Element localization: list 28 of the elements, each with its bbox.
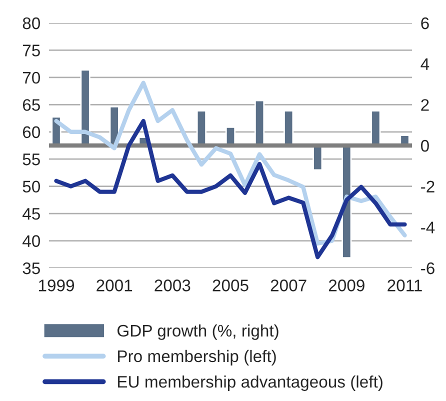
line-series [54, 118, 407, 260]
legend-label: EU membership advantageous (left) [118, 375, 382, 391]
y2-tick-label: 2 [421, 99, 429, 111]
y-tick-label: 40 [22, 235, 40, 247]
y-tick-label: 35 [22, 262, 40, 274]
x-tick-label: 2005 [212, 280, 248, 292]
x-tick-label: 1999 [38, 280, 74, 292]
legend-label: GDP growth (%, right) [118, 324, 278, 340]
y-tick-label: 55 [22, 154, 40, 166]
x-tick-label: 2001 [96, 280, 132, 292]
y-tick-label: 50 [22, 180, 40, 193]
y-tick-label: 60 [22, 126, 40, 138]
y-tick-label: 70 [22, 72, 40, 84]
y2-tick-label: -6 [421, 262, 434, 274]
y-tick-label: 75 [22, 44, 40, 56]
y2-tick-label: -2 [421, 180, 434, 192]
y2-tick-label: -4 [421, 222, 435, 234]
x-tick-label: 2007 [270, 280, 306, 292]
y-tick-label: 65 [22, 99, 40, 111]
x-tick-label: 2003 [154, 280, 190, 292]
y2-tick-label: 6 [421, 17, 429, 30]
y-tick-label: 80 [22, 17, 40, 30]
y2-tick-label: 4 [420, 58, 430, 70]
legend-label: Pro membership (left) [118, 350, 276, 366]
x-tick-label: 2009 [328, 280, 364, 292]
y-tick-label: 45 [22, 208, 40, 220]
y2-tick-label: 0 [420, 140, 429, 152]
x-tick-label: 2011 [388, 280, 422, 292]
